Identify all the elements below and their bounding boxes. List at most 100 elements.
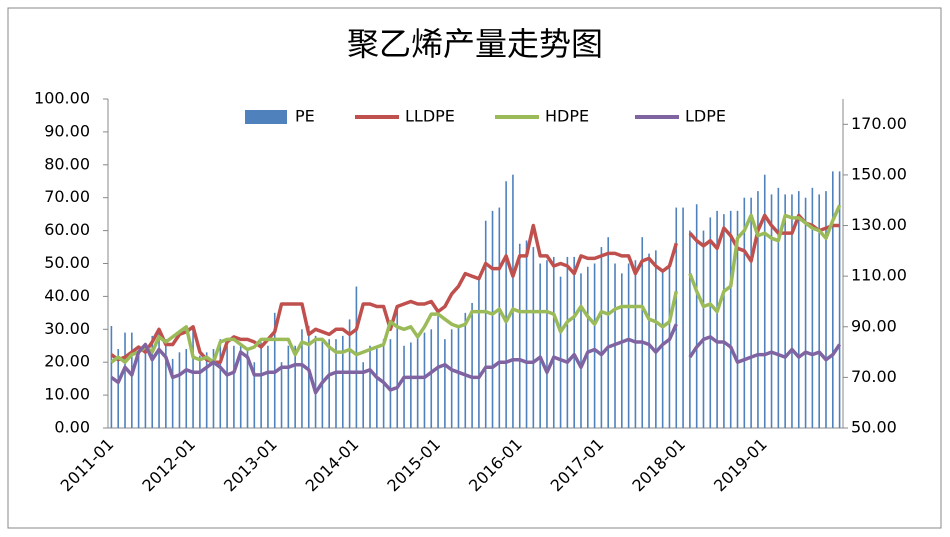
bar: [226, 345, 228, 428]
bar: [205, 352, 208, 428]
bar: [335, 339, 337, 428]
bar: [151, 335, 154, 428]
bar: [233, 345, 235, 428]
y-tick-label: 30.00: [44, 319, 90, 338]
bar: [580, 273, 582, 428]
bar: [512, 174, 514, 428]
bar: [838, 171, 841, 428]
bar: [314, 335, 317, 428]
bar: [430, 329, 433, 428]
bar: [818, 194, 820, 428]
bar: [791, 194, 793, 428]
legend-label: LDPE: [685, 107, 726, 126]
legend-label: PE: [295, 107, 315, 126]
bar: [831, 171, 834, 428]
bar: [199, 355, 201, 428]
y-tick-label: 70.00: [44, 187, 90, 206]
bar: [239, 345, 242, 428]
bar: [668, 266, 671, 428]
bar: [723, 214, 725, 428]
bar: [797, 191, 800, 428]
bar: [307, 326, 310, 428]
bar: [471, 302, 473, 428]
bar: [763, 174, 766, 428]
bar: [750, 197, 752, 428]
y-tick-label: 100.00: [34, 89, 90, 108]
y-tick-label: 90.00: [44, 121, 90, 140]
bar: [144, 345, 147, 428]
bar: [423, 332, 426, 428]
bar: [171, 358, 174, 428]
bar: [192, 329, 194, 428]
bar: [804, 197, 807, 428]
bar: [416, 335, 419, 428]
bar: [165, 339, 167, 428]
bar: [784, 194, 786, 428]
bar: [566, 256, 569, 428]
bar: [811, 187, 814, 428]
bar: [212, 349, 215, 428]
bar: [491, 210, 494, 428]
bar: [478, 279, 480, 428]
bar: [464, 312, 467, 428]
bar: [341, 335, 344, 428]
bar: [396, 306, 399, 428]
bar: [158, 332, 160, 428]
bar: [328, 339, 330, 428]
bar: [655, 250, 657, 428]
legend-swatch: [245, 110, 287, 124]
bar: [389, 339, 392, 428]
y-tick-label: 60.00: [44, 220, 90, 239]
bar: [702, 230, 705, 428]
bar: [137, 355, 140, 428]
bar: [131, 332, 133, 428]
y2-tick-label: 150.00: [851, 164, 907, 183]
chart-title: 聚乙烯产量走势图: [347, 25, 603, 63]
y-tick-label: 0.00: [54, 418, 90, 437]
bar: [695, 204, 698, 428]
bar: [689, 230, 691, 428]
line-series: [110, 323, 842, 395]
bar: [600, 247, 603, 428]
bar: [716, 210, 718, 428]
bar: [552, 256, 555, 428]
bar: [450, 329, 453, 428]
bar: [634, 260, 637, 428]
bar: [301, 329, 303, 428]
bar: [498, 207, 501, 428]
y-tick-label: 80.00: [44, 154, 90, 173]
bar: [532, 247, 535, 428]
bar: [539, 263, 541, 428]
bar: [627, 263, 630, 428]
bar: [403, 345, 405, 428]
bar: [593, 263, 596, 428]
bar: [484, 220, 487, 428]
bar: [736, 210, 739, 428]
bar: [675, 207, 678, 428]
bar: [437, 316, 439, 428]
bar: [124, 332, 126, 428]
bar: [546, 260, 548, 428]
y2-tick-label: 170.00: [851, 114, 907, 133]
bar: [410, 342, 412, 428]
bar: [444, 339, 446, 428]
bar: [621, 273, 623, 428]
bar: [280, 362, 283, 428]
y2-tick-label: 90.00: [851, 316, 897, 335]
bar: [757, 191, 759, 428]
bar: [219, 339, 222, 428]
bar: [607, 237, 610, 428]
bar: [709, 217, 712, 428]
bar: [355, 286, 358, 428]
chart-border: [7, 7, 942, 529]
bar: [110, 326, 113, 428]
y-tick-label: 50.00: [44, 253, 90, 272]
bar: [117, 349, 120, 428]
bar: [641, 237, 644, 428]
bar: [178, 352, 181, 428]
bar: [682, 207, 684, 428]
y-tick-label: 10.00: [44, 385, 90, 404]
bar: [648, 253, 650, 428]
y2-tick-label: 110.00: [851, 266, 907, 285]
